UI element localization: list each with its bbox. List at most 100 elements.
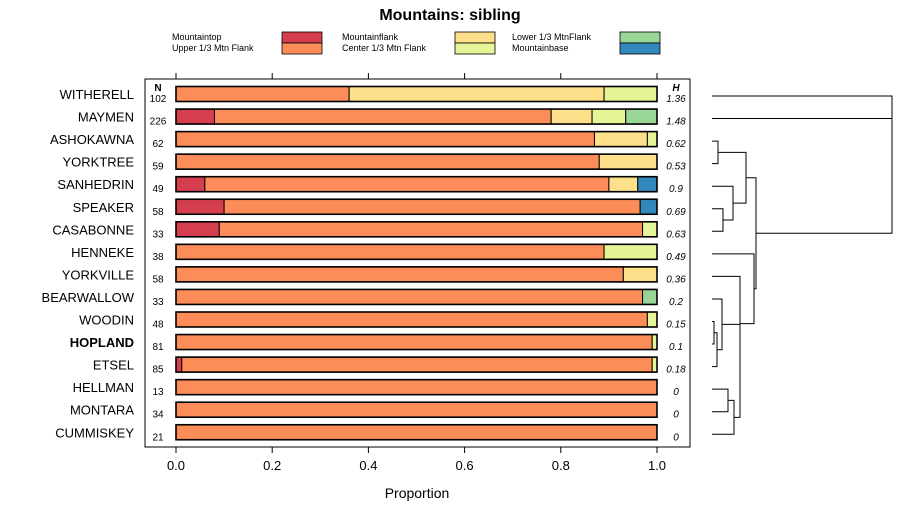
category-label: YORKVILLE — [62, 267, 135, 282]
category-label: HELLMAN — [73, 380, 134, 395]
bar-segment — [175, 86, 350, 102]
category-label: MONTARA — [70, 403, 134, 418]
bar-segment — [204, 176, 610, 193]
h-value: 0.2 — [669, 297, 683, 308]
n-value: 59 — [152, 162, 164, 173]
n-value: 85 — [152, 365, 164, 376]
n-value: 58 — [152, 207, 164, 218]
category-label: CUMMISKEY — [55, 425, 134, 440]
category-label: HENNEKE — [71, 245, 134, 260]
category-label: SPEAKER — [73, 200, 134, 215]
x-tick-label: 0.6 — [456, 458, 474, 473]
bar-segment — [175, 401, 658, 418]
bar-segment — [175, 176, 206, 193]
bar-segment — [175, 153, 600, 170]
n-column-header: N — [154, 83, 161, 94]
category-label: WITHERELL — [60, 87, 134, 102]
dendrogram-branch — [718, 151, 747, 204]
n-value: 49 — [152, 184, 164, 195]
bar-segment — [591, 108, 627, 125]
bar-segment — [642, 288, 658, 305]
category-label: YORKTREE — [62, 155, 134, 170]
h-column-header: H — [672, 83, 680, 94]
bar-segment — [175, 266, 624, 283]
category-label: WOODIN — [79, 313, 134, 328]
h-value: 0.15 — [666, 320, 686, 331]
category-label: ETSEL — [93, 358, 134, 373]
bar-segment — [181, 356, 653, 373]
n-value: 58 — [152, 274, 164, 285]
n-value: 34 — [152, 410, 164, 421]
category-label: ASHOKAWNA — [50, 132, 134, 147]
bar-segment — [213, 108, 552, 125]
bar-outline — [175, 221, 658, 238]
bar-outline — [175, 356, 658, 373]
n-value: 48 — [152, 320, 164, 331]
dendrogram-branch — [712, 399, 735, 435]
bar-segment — [625, 108, 658, 125]
h-value: 0 — [673, 432, 679, 443]
dendrogram-branch — [712, 388, 729, 413]
dendrogram-branch — [712, 253, 755, 325]
bar-outline — [175, 266, 658, 283]
legend-swatch — [619, 42, 661, 55]
category-label: CASABONNE — [52, 222, 134, 237]
legend-label: Mountainbase — [512, 43, 569, 53]
dendrogram-branch — [712, 140, 719, 165]
x-axis: 0.0 0.2 0.4 0.6 0.8 1.0 — [167, 73, 666, 473]
bar-segment — [175, 356, 183, 373]
bar-outline — [175, 130, 658, 148]
dendrogram-branch — [722, 323, 741, 418]
dendrogram-branch — [756, 107, 893, 234]
bar-segment — [550, 108, 593, 125]
h-value: 0.69 — [666, 207, 686, 218]
bar-segment — [603, 86, 658, 102]
bar-outline — [175, 175, 658, 193]
bar-outline — [175, 423, 658, 441]
dendrogram-branch — [712, 321, 715, 345]
h-value: 0 — [673, 387, 679, 398]
h-value: 1.36 — [666, 94, 686, 105]
h-value: 0 — [673, 410, 679, 421]
h-value: 0.1 — [669, 342, 683, 353]
bar-segment — [348, 86, 605, 102]
bar-segment — [637, 176, 658, 193]
h-value: 0.36 — [666, 274, 686, 285]
bar-segment — [642, 221, 658, 238]
bar-segment — [175, 131, 595, 148]
x-axis-label: Proportion — [385, 485, 450, 501]
n-value: 62 — [152, 139, 164, 150]
n-value: 33 — [152, 229, 164, 240]
h-value: 0.62 — [666, 139, 686, 150]
n-value: 81 — [152, 342, 164, 353]
bar-segment — [175, 198, 225, 215]
bar-segment — [175, 288, 644, 305]
category-label: BEARWALLOW — [42, 290, 135, 305]
x-tick-label: 1.0 — [648, 458, 666, 473]
dendrogram-branch — [712, 208, 724, 232]
bar-segment — [646, 311, 658, 328]
x-tick-label: 0.8 — [552, 458, 570, 473]
legend-swatch — [281, 42, 323, 55]
bar-outline — [175, 85, 658, 103]
n-value: 226 — [150, 117, 167, 128]
bar-segment — [608, 176, 639, 193]
legend-swatch — [454, 42, 496, 55]
bar-segment — [603, 243, 658, 260]
h-value: 0.53 — [666, 162, 686, 173]
bar-segment — [175, 311, 648, 328]
bar-segment — [639, 198, 658, 215]
bar-outline — [175, 243, 658, 261]
bar-outline — [175, 311, 658, 328]
legend-label: Lower 1/3 MtnFlank — [512, 32, 592, 42]
chart-title: Mountains: sibling — [379, 7, 520, 24]
dendrogram-branch — [712, 275, 741, 371]
h-value: 0.63 — [666, 229, 686, 240]
h-value: 1.48 — [666, 117, 686, 128]
bar-outline — [175, 378, 658, 396]
x-tick-label: 0.2 — [263, 458, 281, 473]
bar-segment — [218, 221, 644, 238]
legend-label: Mountainflank — [342, 32, 399, 42]
